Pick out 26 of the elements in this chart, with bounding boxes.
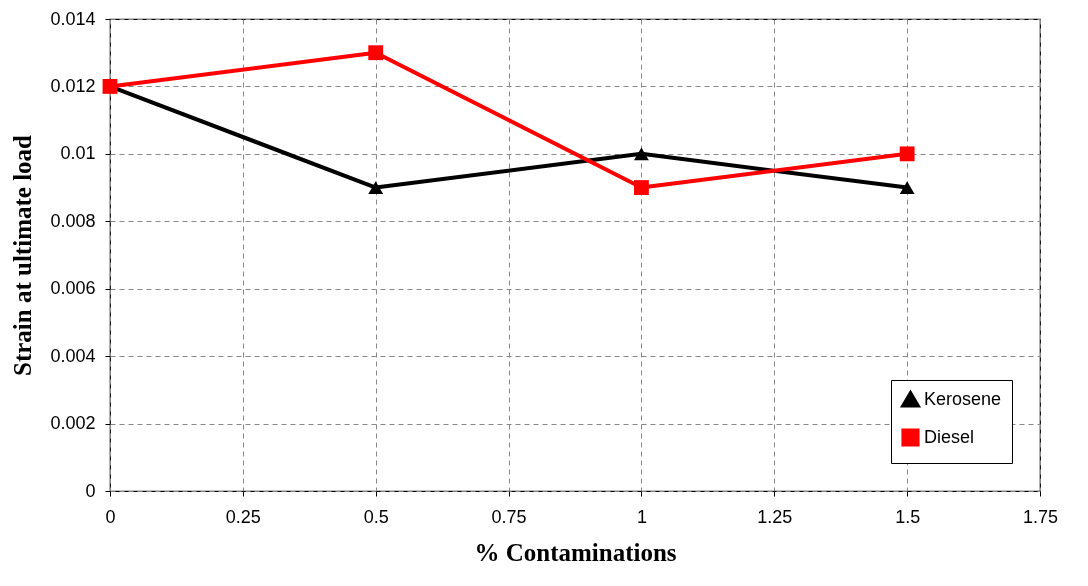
x-tick-label: 1 (636, 506, 647, 527)
x-tick-label: 0.25 (225, 506, 261, 527)
point (634, 147, 649, 161)
y-tick-label: 0.01 (60, 143, 96, 164)
point (368, 181, 384, 194)
y-tick-label: 0.012 (50, 75, 96, 96)
legend-label: Diesel (924, 426, 975, 447)
point (899, 181, 915, 194)
y-axis-title: Strain at ultimate load (9, 134, 37, 376)
legend-label: Kerosene (924, 388, 1002, 409)
y-tick-label: 0.014 (50, 8, 96, 29)
x-tick-label: 0 (105, 506, 116, 527)
x-tick-label: 0.5 (363, 506, 389, 527)
x-tick-label: 1.25 (757, 506, 793, 527)
point (634, 180, 649, 195)
point (368, 45, 384, 61)
y-tick-label: 0 (85, 480, 96, 501)
y-tick-label: 0.006 (50, 278, 96, 299)
x-tick-label: 1.5 (895, 506, 921, 527)
point (899, 146, 915, 162)
x-tick-label: 1.75 (1022, 506, 1059, 527)
y-tick-label: 0.008 (50, 210, 96, 231)
x-axis-title: % Contaminations (474, 538, 677, 566)
y-tick-label: 0.002 (50, 413, 96, 434)
y-tick-label: 0.004 (50, 345, 96, 366)
x-tick-label: 0.75 (491, 506, 527, 527)
